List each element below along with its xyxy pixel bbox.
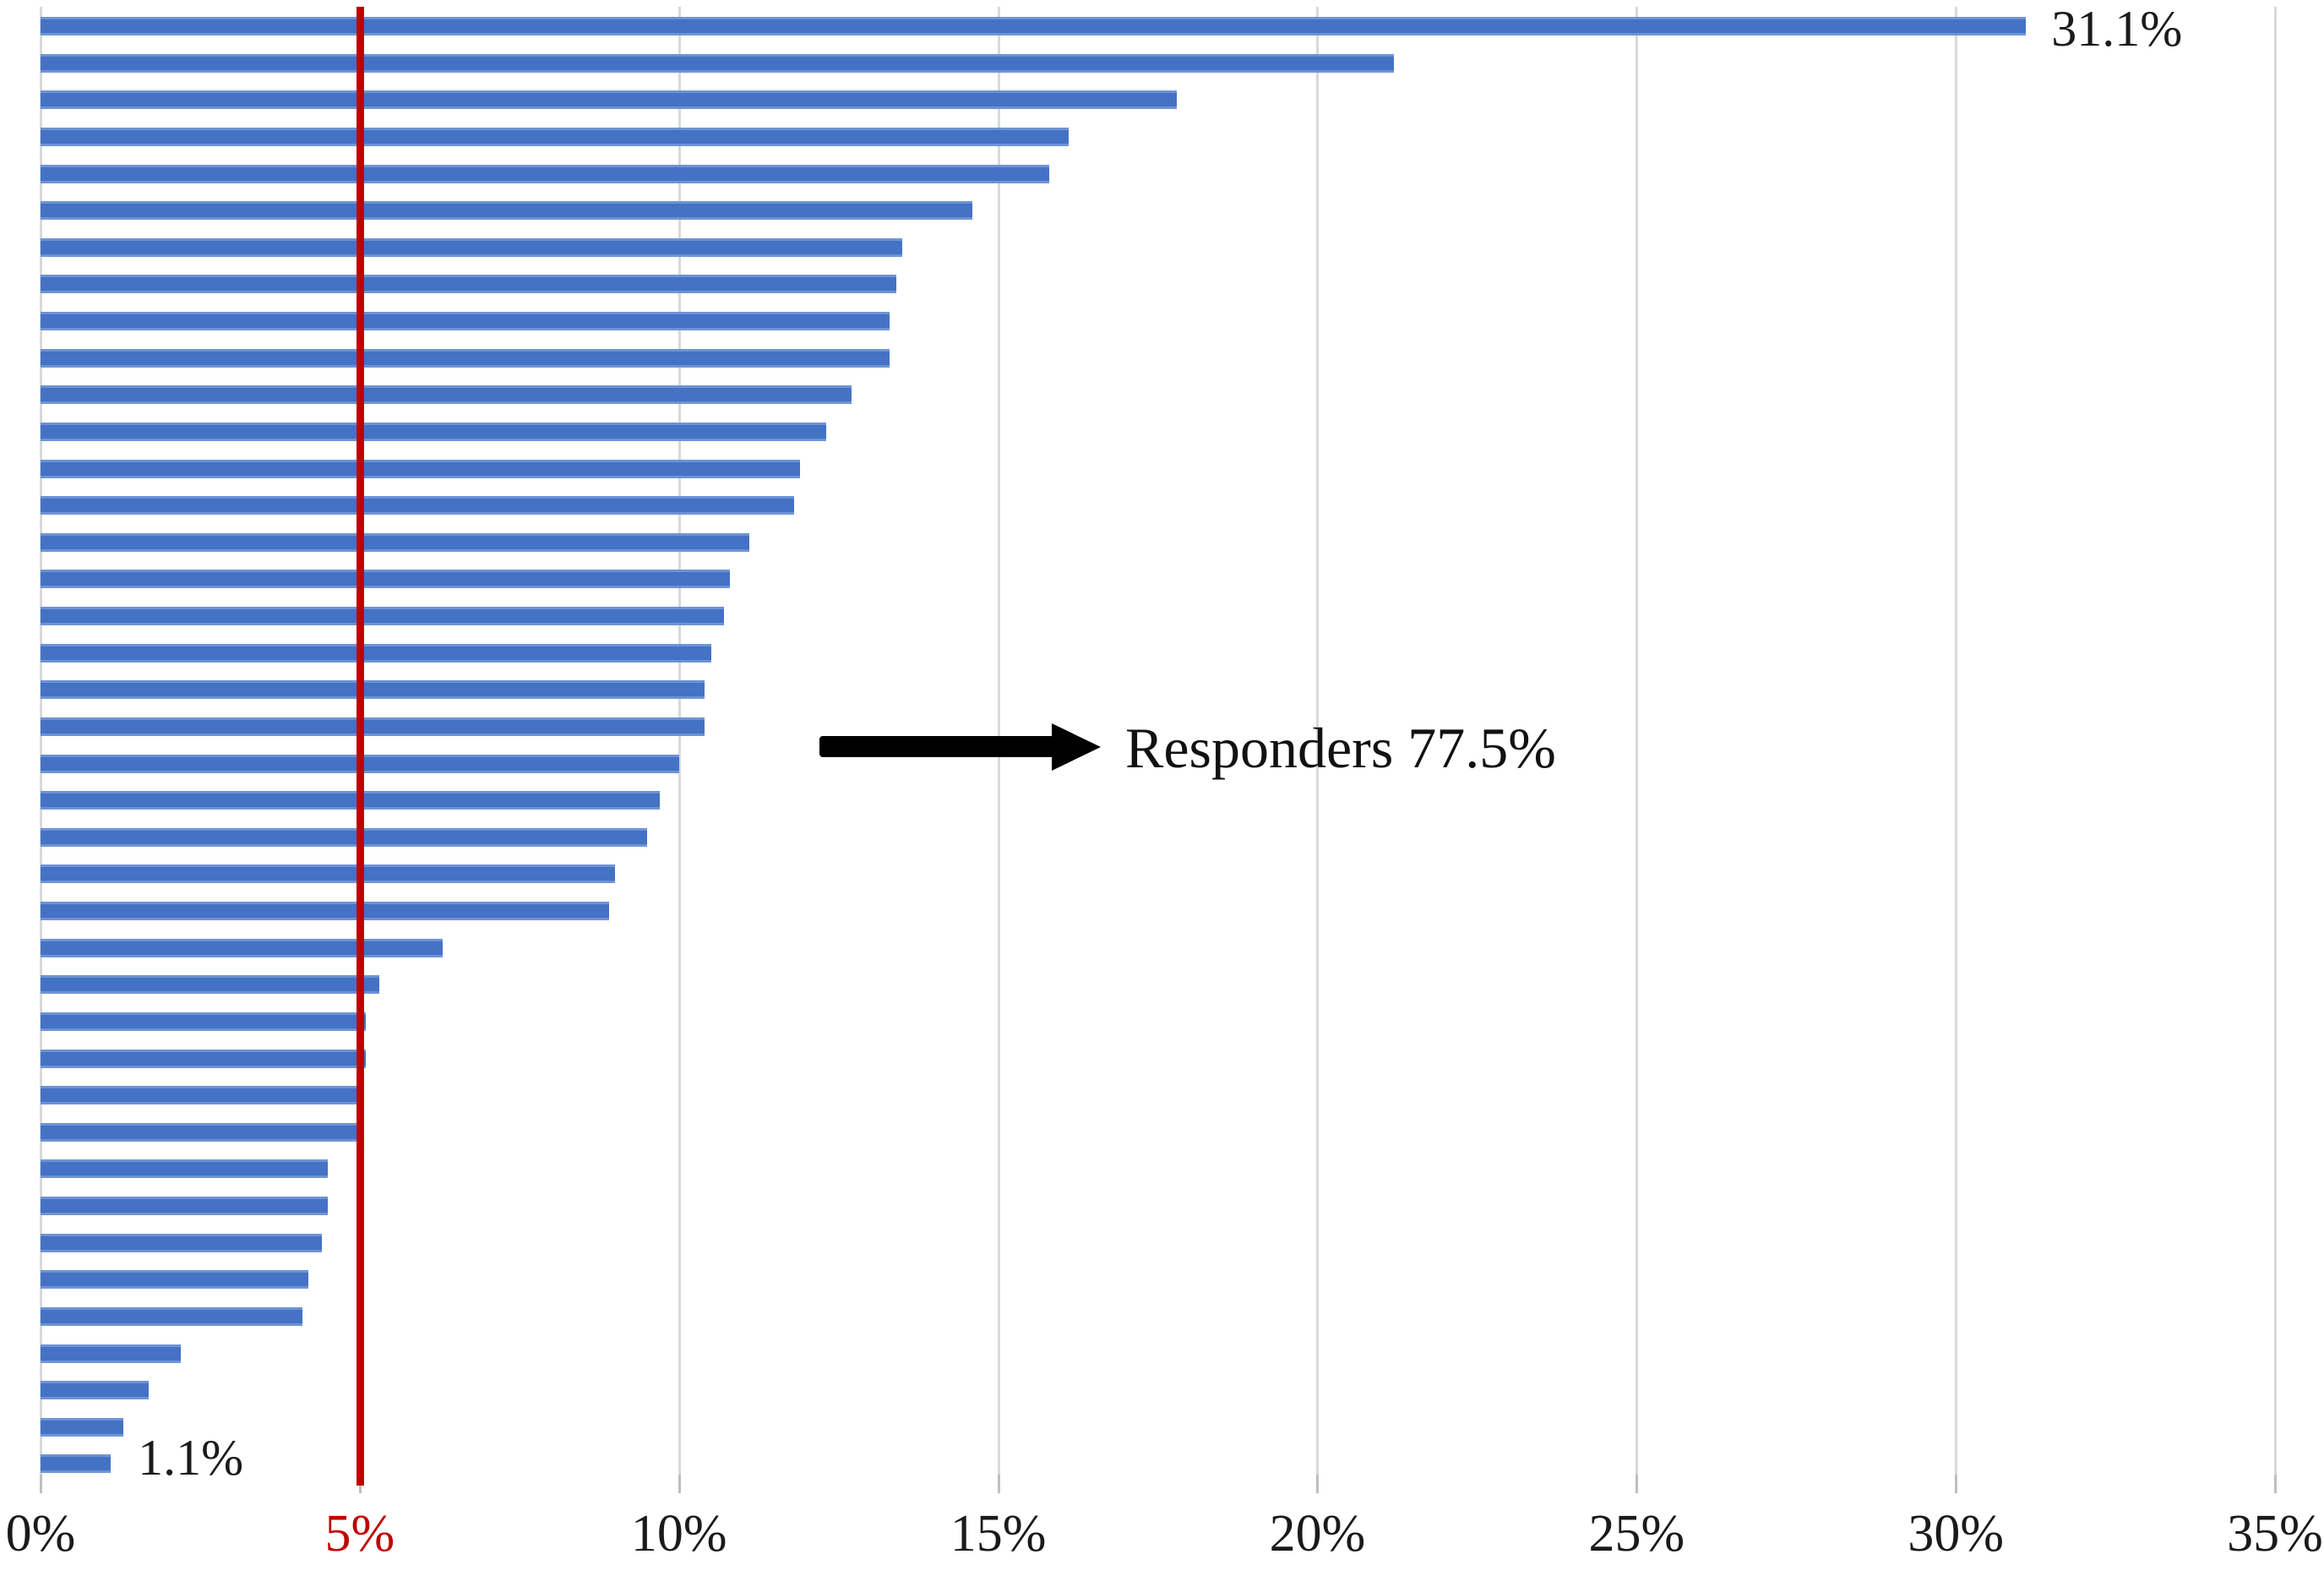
reference-line-5pct xyxy=(356,7,364,1486)
bar-row-31 xyxy=(41,1122,360,1142)
bar-row-11 xyxy=(41,385,852,405)
bar-row-2 xyxy=(41,53,1395,73)
bar-row-33 xyxy=(41,1197,329,1215)
bar-row-27 xyxy=(41,975,379,995)
tick-mark-15% xyxy=(997,1475,1000,1493)
x-tick-label-35%: 35% xyxy=(2227,1505,2323,1562)
bar-row-19 xyxy=(41,680,705,700)
x-tick-label-20%: 20% xyxy=(1269,1505,1366,1562)
bar-row-22 xyxy=(41,791,661,810)
bar-row-25 xyxy=(41,902,609,920)
responders-label: Responders 77.5% xyxy=(1125,716,1556,780)
bar-row-14 xyxy=(41,496,794,515)
tick-mark-0% xyxy=(40,1475,42,1493)
gridline-0% xyxy=(40,7,42,1475)
bar-row-8 xyxy=(41,275,896,294)
bar-row-29 xyxy=(41,1049,367,1068)
right-arrow-icon xyxy=(819,736,1054,757)
min-bar-value-label: 1.1% xyxy=(138,1430,244,1486)
bar-row-5 xyxy=(41,164,1050,183)
bar-row-39 xyxy=(41,1417,124,1437)
tick-mark-10% xyxy=(678,1475,681,1493)
bar-row-6 xyxy=(41,201,973,221)
bar-row-16 xyxy=(41,570,731,589)
bar-row-36 xyxy=(41,1306,302,1326)
bar-row-30 xyxy=(41,1086,360,1105)
bar-row-26 xyxy=(41,938,444,957)
x-tick-label-25%: 25% xyxy=(1588,1505,1685,1562)
bar-row-28 xyxy=(41,1012,367,1031)
bar-row-23 xyxy=(41,827,647,847)
tick-mark-20% xyxy=(1316,1475,1320,1493)
gridline-25% xyxy=(1636,7,1639,1475)
bar-row-40 xyxy=(41,1454,112,1474)
tick-mark-35% xyxy=(2274,1475,2277,1493)
bar-row-24 xyxy=(41,864,616,884)
x-tick-label-15%: 15% xyxy=(950,1505,1047,1562)
bar-row-15 xyxy=(41,532,749,552)
x-tick-label-30%: 30% xyxy=(1908,1505,2004,1562)
x-tick-label-0%: 0% xyxy=(5,1505,76,1562)
bar-row-18 xyxy=(41,643,711,663)
bar-row-35 xyxy=(41,1270,309,1290)
tick-mark-25% xyxy=(1636,1475,1639,1493)
max-bar-value-label: 31.1% xyxy=(2051,1,2183,57)
bar-row-37 xyxy=(41,1344,182,1363)
bar-row-34 xyxy=(41,1233,322,1252)
bar-row-20 xyxy=(41,717,705,736)
bar-row-10 xyxy=(41,348,890,368)
bar-row-13 xyxy=(41,459,801,478)
bar-row-38 xyxy=(41,1381,150,1400)
right-arrow-head-icon xyxy=(1052,723,1101,771)
bar-row-4 xyxy=(41,127,1069,146)
tick-mark-30% xyxy=(1955,1475,1958,1493)
gridline-30% xyxy=(1955,7,1958,1475)
bar-row-3 xyxy=(41,90,1178,110)
x-axis: 0% 5% 10% 15% 20% 25% 30% 35% xyxy=(6,1505,2323,1573)
gridline-20% xyxy=(1316,7,1320,1475)
gridline-35% xyxy=(2274,7,2277,1475)
bar-row-7 xyxy=(41,237,903,257)
x-tick-label-10%: 10% xyxy=(630,1505,727,1562)
gridline-10% xyxy=(678,7,681,1475)
plot-area: 31.1% 1.1% Responders 77.5% xyxy=(40,0,2277,1493)
bar-row-1 xyxy=(41,17,2027,35)
bar-row-17 xyxy=(41,607,724,625)
x-tick-label-5%: 5% xyxy=(324,1505,395,1562)
bar-row-12 xyxy=(41,422,826,441)
bar-row-32 xyxy=(41,1159,329,1179)
bar-row-9 xyxy=(41,312,890,330)
